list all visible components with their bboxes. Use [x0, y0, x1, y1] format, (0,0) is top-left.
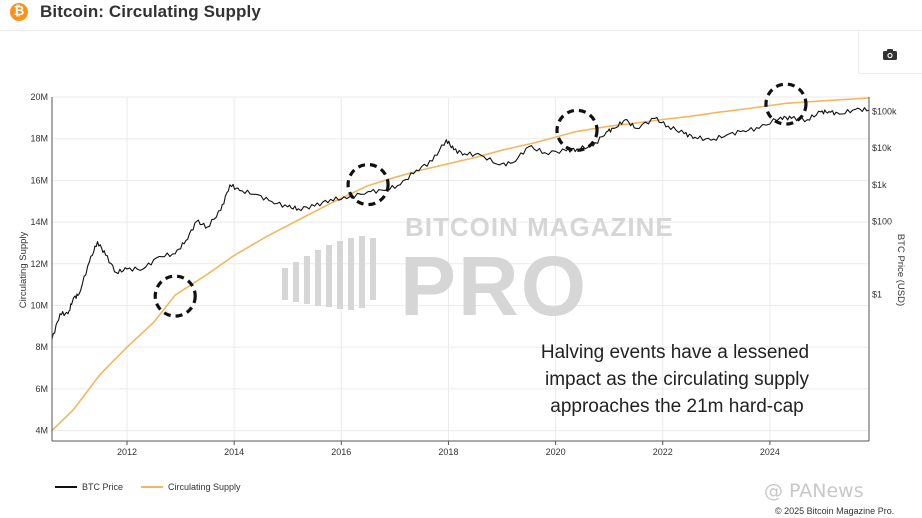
annotation-line-3: approaches the 21m hard-cap [550, 396, 804, 417]
y-tick-label: 16M [30, 175, 48, 185]
legend-swatch-supply [141, 486, 164, 488]
y2-tick-label: $100 [872, 216, 892, 226]
watermark-logo-bar [293, 262, 299, 302]
tick-labels: 4M 6M 8M 10M 12M 14M 16M 18M 20M 2012 2014 2016 2018… [30, 92, 897, 457]
halving-highlight-circle [153, 274, 197, 318]
page-title: Bitcoin: Circulating Supply [40, 2, 261, 21]
supply-series-line [51, 97, 870, 432]
y-tick-label: 18M [30, 134, 48, 144]
watermark-logo-bar [282, 268, 288, 300]
y-tick-label: 8M [35, 342, 48, 352]
halving-highlight-circle [555, 108, 599, 152]
legend-label-btc: BTC Price [82, 482, 124, 492]
camera-icon [883, 49, 897, 60]
x-tick-label: 2022 [653, 447, 673, 457]
halving-highlight-circle [764, 82, 808, 126]
x-tick-label: 2016 [331, 447, 351, 457]
watermark-logo-bar [337, 241, 343, 309]
source-watermark: @ PANews [764, 480, 864, 502]
watermark-logo-bar [348, 238, 354, 310]
watermark-logo-bar [359, 236, 365, 308]
watermark: BITCOIN MAGAZINE PRO [282, 212, 674, 333]
legend-label-supply: Circulating Supply [168, 482, 241, 492]
y-tick-label: 6M [35, 384, 48, 394]
annotation-line-1: Halving events have a lessened [541, 342, 809, 363]
x-tick-label: 2012 [117, 447, 137, 457]
btc-price-series-line [51, 107, 870, 340]
watermark-line2: PRO [400, 239, 588, 333]
y2-tick-label: $1k [872, 180, 887, 190]
y-axis-title: Circulating Supply [18, 231, 29, 308]
copyright-text: © 2025 Bitcoin Magazine Pro. [775, 506, 895, 516]
watermark-logo-bar [370, 238, 376, 300]
legend-item-supply[interactable]: Circulating Supply [141, 482, 241, 492]
watermark-logo-bar [326, 245, 332, 307]
y2-axis-title: BTC Price (USD) [895, 234, 906, 306]
x-tick-label: 2020 [546, 447, 566, 457]
bitcoin-logo-icon: ₿ [10, 3, 28, 21]
legend-item-btc[interactable]: BTC Price [55, 482, 123, 492]
annotation-line-2: impact as the circulating supply [545, 369, 810, 390]
y2-tick-label: $1 [872, 290, 882, 300]
y-tick-label: 4M [35, 426, 48, 436]
x-tick-label: 2014 [224, 447, 244, 457]
chart-header: ₿ Bitcoin: Circulating Supply [0, 0, 922, 31]
y-tick-label: 14M [30, 217, 48, 227]
screenshot-button[interactable] [858, 31, 922, 74]
watermark-logo-bar [304, 256, 310, 304]
y2-tick-label: $100k [872, 107, 897, 117]
legend-swatch-btc [55, 486, 77, 488]
y-tick-label: 12M [30, 259, 48, 269]
halving-highlight-circle [346, 162, 390, 207]
y-tick-label: 10M [30, 300, 48, 310]
y-tick-label: 20M [30, 92, 48, 102]
watermark-line1: BITCOIN MAGAZINE [405, 212, 674, 242]
chart-legend: BTC Price Circulating Supply [55, 482, 253, 492]
y2-tick-label: $10k [872, 143, 892, 153]
plot-area [51, 82, 870, 432]
annotation: Halving events have a lessened impact as… [541, 342, 810, 417]
x-tick-label: 2024 [760, 447, 780, 457]
watermark-logo-bar [315, 250, 321, 306]
x-tick-label: 2018 [438, 447, 458, 457]
